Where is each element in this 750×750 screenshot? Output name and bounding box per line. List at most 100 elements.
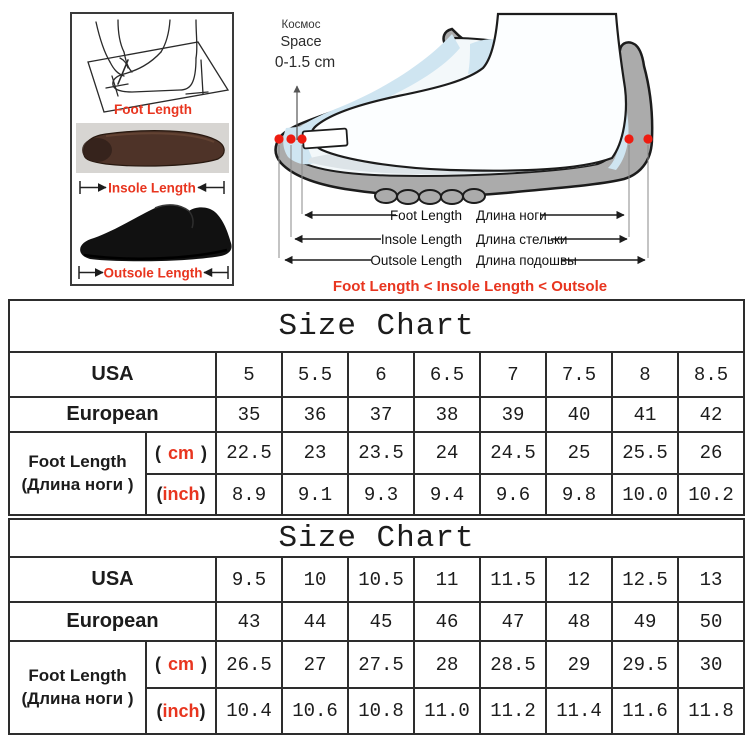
cm-value-cell: 28.5 bbox=[479, 640, 547, 689]
shoe-photo bbox=[80, 204, 232, 262]
eu-size-cell: 47 bbox=[479, 601, 547, 642]
foot-length-caption: Foot Length bbox=[114, 102, 192, 117]
usa-size-cell: 12 bbox=[545, 556, 613, 603]
foot-length-label-en: Foot Length bbox=[28, 452, 127, 472]
inch-value-cell: 10.8 bbox=[347, 687, 415, 735]
inch-value-cell: 9.4 bbox=[413, 473, 481, 516]
inch-value-cell: 10.4 bbox=[215, 687, 283, 735]
inch-value-cell: 9.8 bbox=[545, 473, 613, 516]
cm-value-cell: 26 bbox=[676, 431, 746, 475]
eu-size-cell: 46 bbox=[413, 601, 481, 642]
table-row: Foot Length (Длина ноги ) ( cm) 26.5 27 2… bbox=[8, 640, 746, 735]
inch-value-cell: 11.0 bbox=[413, 687, 481, 735]
cm-unit-label: cm bbox=[167, 654, 194, 674]
foot-measure-sketch bbox=[87, 19, 230, 113]
left-guide-panel: Foot Length Insole Length Ou bbox=[70, 12, 234, 286]
cm-value-cell: 25.5 bbox=[611, 431, 679, 475]
dim-insole-label-ru: Длина стельки bbox=[476, 232, 567, 247]
usa-size-cell: 5 bbox=[215, 351, 283, 398]
eu-size-cell: 36 bbox=[281, 396, 349, 433]
usa-size-cell: 10.5 bbox=[347, 556, 415, 603]
size-chart-tables: Size Chart USA 5 5.5 6 6.5 7 7.5 8 8.5 E… bbox=[7, 299, 746, 735]
foot-length-label-en: Foot Length bbox=[28, 666, 127, 686]
eu-size-cell: 39 bbox=[479, 396, 547, 433]
eu-size-cell: 41 bbox=[611, 396, 679, 433]
dim-outsole-label-en: Outsole Length bbox=[370, 253, 462, 268]
inch-value-cell: 10.0 bbox=[611, 473, 679, 516]
size-chart-table-1: Size Chart USA 5 5.5 6 6.5 7 7.5 8 8.5 E… bbox=[7, 299, 746, 516]
row-label-usa: USA bbox=[8, 556, 217, 603]
usa-size-cell: 7.5 bbox=[545, 351, 613, 398]
eu-size-cell: 42 bbox=[676, 396, 746, 433]
table-title: Size Chart bbox=[7, 518, 746, 558]
sole-tread bbox=[374, 188, 486, 205]
paren: ) bbox=[199, 700, 206, 721]
row-label-european: European bbox=[8, 396, 217, 433]
usa-size-cell: 6 bbox=[347, 351, 415, 398]
paren: ) bbox=[201, 442, 207, 463]
usa-size-cell: 13 bbox=[676, 556, 746, 603]
eu-size-cell: 44 bbox=[281, 601, 349, 642]
table-row: USA 5 5.5 6 6.5 7 7.5 8 8.5 bbox=[8, 351, 746, 398]
insole-arrows bbox=[79, 181, 225, 194]
inch-value-cell: 8.9 bbox=[215, 473, 283, 516]
space-label-ru: Космос bbox=[282, 19, 321, 31]
table-row: (inch) 8.9 9.1 9.3 9.4 9.6 9.8 10.0 10.2 bbox=[9, 473, 746, 516]
eu-size-cell: 50 bbox=[676, 601, 746, 642]
unit-cm-cell: ( cm) bbox=[145, 640, 217, 689]
toe-gap-indicator bbox=[301, 127, 349, 150]
insole-length-caption: Insole Length bbox=[108, 181, 196, 196]
inch-value-cell: 9.3 bbox=[347, 473, 415, 516]
eu-size-cell: 37 bbox=[347, 396, 415, 433]
inch-unit-label: inch bbox=[162, 700, 200, 721]
space-range-label: 0-1.5 cm bbox=[275, 54, 335, 71]
paren: ) bbox=[201, 654, 207, 674]
table-row: European 43 44 45 46 47 48 49 50 bbox=[8, 601, 746, 642]
cm-value-cell: 24 bbox=[413, 431, 481, 475]
outsole-arrows bbox=[78, 266, 229, 279]
paren: ( bbox=[156, 484, 163, 504]
usa-size-cell: 11.5 bbox=[479, 556, 547, 603]
eu-size-cell: 48 bbox=[545, 601, 613, 642]
cm-value-cell: 23 bbox=[281, 431, 349, 475]
paren: ( bbox=[154, 442, 161, 463]
paren: ) bbox=[199, 484, 206, 504]
inch-value-cell: 9.1 bbox=[281, 473, 349, 516]
dimension-lines bbox=[284, 210, 646, 265]
inch-value-cell: 9.6 bbox=[479, 473, 547, 516]
dim-insole-label-en: Insole Length bbox=[381, 232, 462, 247]
size-chart-table-2: Size Chart USA 9.5 10 10.5 11 11.5 12 12… bbox=[7, 518, 746, 735]
dim-outsole-label-ru: Длина подошвы bbox=[476, 253, 577, 268]
foot-length-label-ru: (Длина ноги ) bbox=[21, 474, 134, 494]
eu-size-cell: 45 bbox=[347, 601, 415, 642]
usa-size-cell: 11 bbox=[413, 556, 481, 603]
inch-value-cell: 10.2 bbox=[676, 473, 746, 516]
measure-point-dots bbox=[274, 134, 653, 144]
cm-value-cell: 27 bbox=[281, 640, 349, 689]
cm-value-cell: 29.5 bbox=[611, 640, 679, 689]
inch-unit-label: inch bbox=[162, 484, 200, 504]
unit-cm-cell: (cm) bbox=[145, 431, 217, 475]
shoe-cross-section: Космос Space 0-1.5 cm bbox=[274, 12, 654, 258]
dimension-labels: Foot Length Длина ноги Insole Length Дли… bbox=[370, 208, 576, 268]
unit-inch-cell: (inch) bbox=[145, 473, 217, 516]
row-label-usa: USA bbox=[8, 351, 217, 398]
eu-size-cell: 49 bbox=[611, 601, 679, 642]
inch-value-cell: 11.6 bbox=[611, 687, 679, 735]
extension-lines bbox=[278, 145, 649, 258]
size-rule-text: Foot Length < Insole Length < Outsole bbox=[333, 278, 607, 295]
sock-and-foot bbox=[310, 12, 628, 172]
inch-value-cell: 11.2 bbox=[479, 687, 547, 735]
paren: ( bbox=[154, 654, 161, 674]
cm-value-cell: 24.5 bbox=[479, 431, 547, 475]
dim-foot-label-ru: Длина ноги bbox=[476, 208, 547, 223]
usa-size-cell: 6.5 bbox=[413, 351, 481, 398]
usa-size-cell: 8 bbox=[611, 351, 679, 398]
measure-diagram-svg: Foot Length Insole Length Ou bbox=[70, 12, 654, 295]
cm-value-cell: 26.5 bbox=[215, 640, 283, 689]
paren: ( bbox=[156, 700, 163, 721]
insole-photo bbox=[76, 123, 229, 173]
foot-length-label-ru: (Длина ноги ) bbox=[21, 688, 134, 708]
row-label-foot-length: Foot Length (Длина ноги ) bbox=[8, 640, 147, 735]
